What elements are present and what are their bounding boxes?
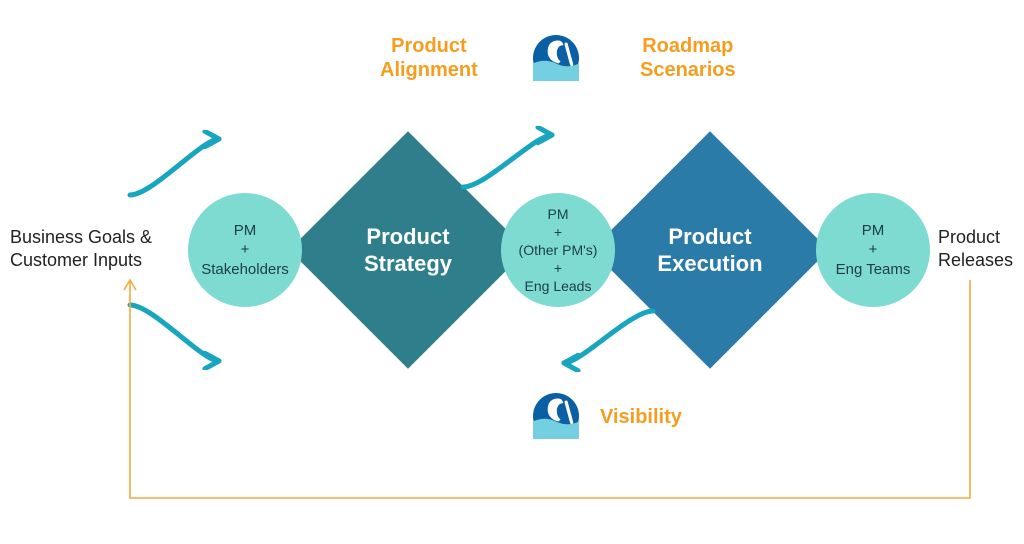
top-right-line2: Scenarios bbox=[640, 59, 736, 81]
circle3-line2: + bbox=[869, 241, 878, 258]
top-right-line1: Roadmap bbox=[642, 35, 733, 57]
right-side-line2: Releases bbox=[938, 250, 1013, 270]
label-roadmap-scenarios: Roadmap Scenarios bbox=[640, 34, 736, 82]
circle1-line1: PM bbox=[234, 222, 257, 239]
circle2-line3: (Other PM's) bbox=[519, 242, 598, 258]
circle3-line1: PM bbox=[862, 222, 885, 239]
right-side-line1: Product bbox=[938, 227, 1000, 247]
circle1-line2: + bbox=[241, 241, 250, 258]
label-product-releases: Product Releases bbox=[938, 226, 1013, 273]
diagram-stage: Product Strategy Product Execution PM bbox=[0, 0, 1024, 544]
top-left-line1: Product bbox=[391, 35, 467, 57]
label-product-alignment: Product Alignment bbox=[380, 34, 478, 82]
diamond1-label-line1: Product bbox=[366, 224, 449, 249]
arrow-inflow-top bbox=[125, 130, 235, 200]
arrow-mid-top bbox=[458, 126, 568, 192]
label-business-goals: Business Goals & Customer Inputs bbox=[10, 226, 152, 273]
left-side-line1: Business Goals & bbox=[10, 227, 152, 247]
top-left-line2: Alignment bbox=[380, 59, 478, 81]
diamond2-label-line1: Product bbox=[668, 224, 751, 249]
dragonboat-logo-icon bbox=[533, 35, 579, 81]
circle2-line2: + bbox=[554, 224, 562, 240]
feedback-loop-arrow bbox=[120, 270, 980, 508]
left-side-line2: Customer Inputs bbox=[10, 250, 142, 270]
circle2-line1: PM bbox=[548, 206, 569, 222]
